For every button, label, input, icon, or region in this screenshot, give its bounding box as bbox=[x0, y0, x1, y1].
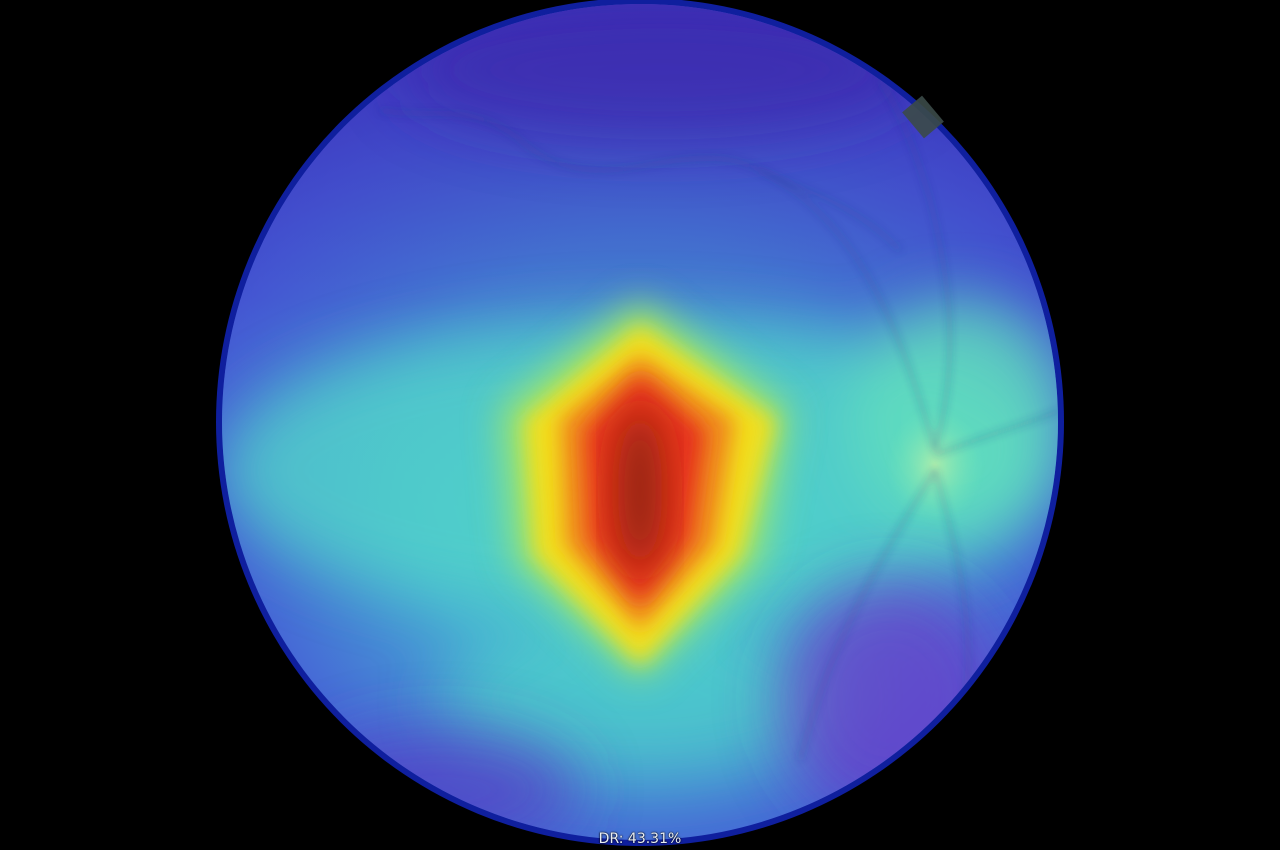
heatmap-overlay bbox=[222, 4, 1058, 840]
dr-probability-label: DR: 43.31% bbox=[598, 831, 682, 847]
rim-notch bbox=[902, 95, 944, 139]
retinal-vessels bbox=[379, 79, 1058, 761]
